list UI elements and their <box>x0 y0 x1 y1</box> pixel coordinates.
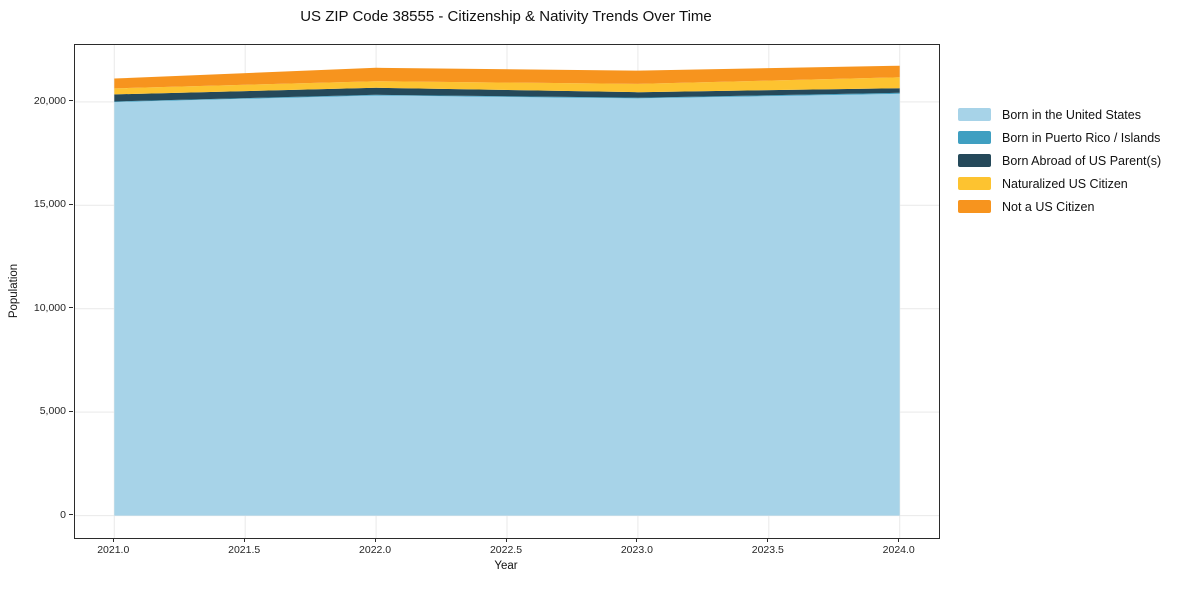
x-tick-mark <box>898 538 900 542</box>
x-tick-label: 2022.0 <box>359 544 392 556</box>
legend: Born in the United States Born in Puerto … <box>958 103 1161 218</box>
y-tick-mark <box>69 514 73 516</box>
x-tick-mark <box>243 538 245 542</box>
plot-area <box>74 44 940 539</box>
x-tick-label: 2024.0 <box>882 544 915 556</box>
x-tick-mark <box>112 538 114 542</box>
legend-swatch <box>958 177 991 190</box>
y-tick-label: 0 <box>60 508 66 521</box>
legend-label: Not a US Citizen <box>1002 199 1095 214</box>
legend-swatch <box>958 200 991 213</box>
legend-swatch <box>958 131 991 144</box>
y-tick-mark <box>69 307 73 309</box>
y-tick-mark <box>69 410 73 412</box>
legend-swatch <box>958 108 991 121</box>
y-tick-mark <box>69 100 73 102</box>
y-tick-mark <box>69 203 73 205</box>
legend-label: Born in Puerto Rico / Islands <box>1002 130 1161 145</box>
y-tick-label: 5,000 <box>39 405 66 418</box>
legend-label: Born in the United States <box>1002 107 1141 122</box>
x-axis-label: Year <box>494 560 518 572</box>
y-tick-label: 15,000 <box>33 198 66 211</box>
legend-item: Born in Puerto Rico / Islands <box>958 126 1161 149</box>
chart-title: US ZIP Code 38555 - Citizenship & Nativi… <box>300 8 712 25</box>
x-tick-label: 2023.5 <box>751 544 784 556</box>
y-tick-label: 10,000 <box>33 301 66 314</box>
legend-item: Born in the United States <box>958 103 1161 126</box>
legend-label: Born Abroad of US Parent(s) <box>1002 153 1162 168</box>
stacked-area-chart <box>75 45 939 538</box>
legend-item: Naturalized US Citizen <box>958 172 1161 195</box>
x-tick-mark <box>374 538 376 542</box>
legend-item: Born Abroad of US Parent(s) <box>958 149 1161 172</box>
y-tick-label: 20,000 <box>33 94 66 107</box>
x-tick-mark <box>767 538 769 542</box>
x-tick-label: 2022.5 <box>489 544 523 556</box>
legend-label: Naturalized US Citizen <box>1002 176 1128 191</box>
x-tick-mark <box>636 538 638 542</box>
legend-item: Not a US Citizen <box>958 195 1161 218</box>
x-tick-label: 2021.5 <box>228 544 261 556</box>
legend-swatch <box>958 154 991 167</box>
x-tick-label: 2023.0 <box>620 544 653 556</box>
x-tick-mark <box>505 538 507 542</box>
x-tick-label: 2021.0 <box>97 544 130 556</box>
